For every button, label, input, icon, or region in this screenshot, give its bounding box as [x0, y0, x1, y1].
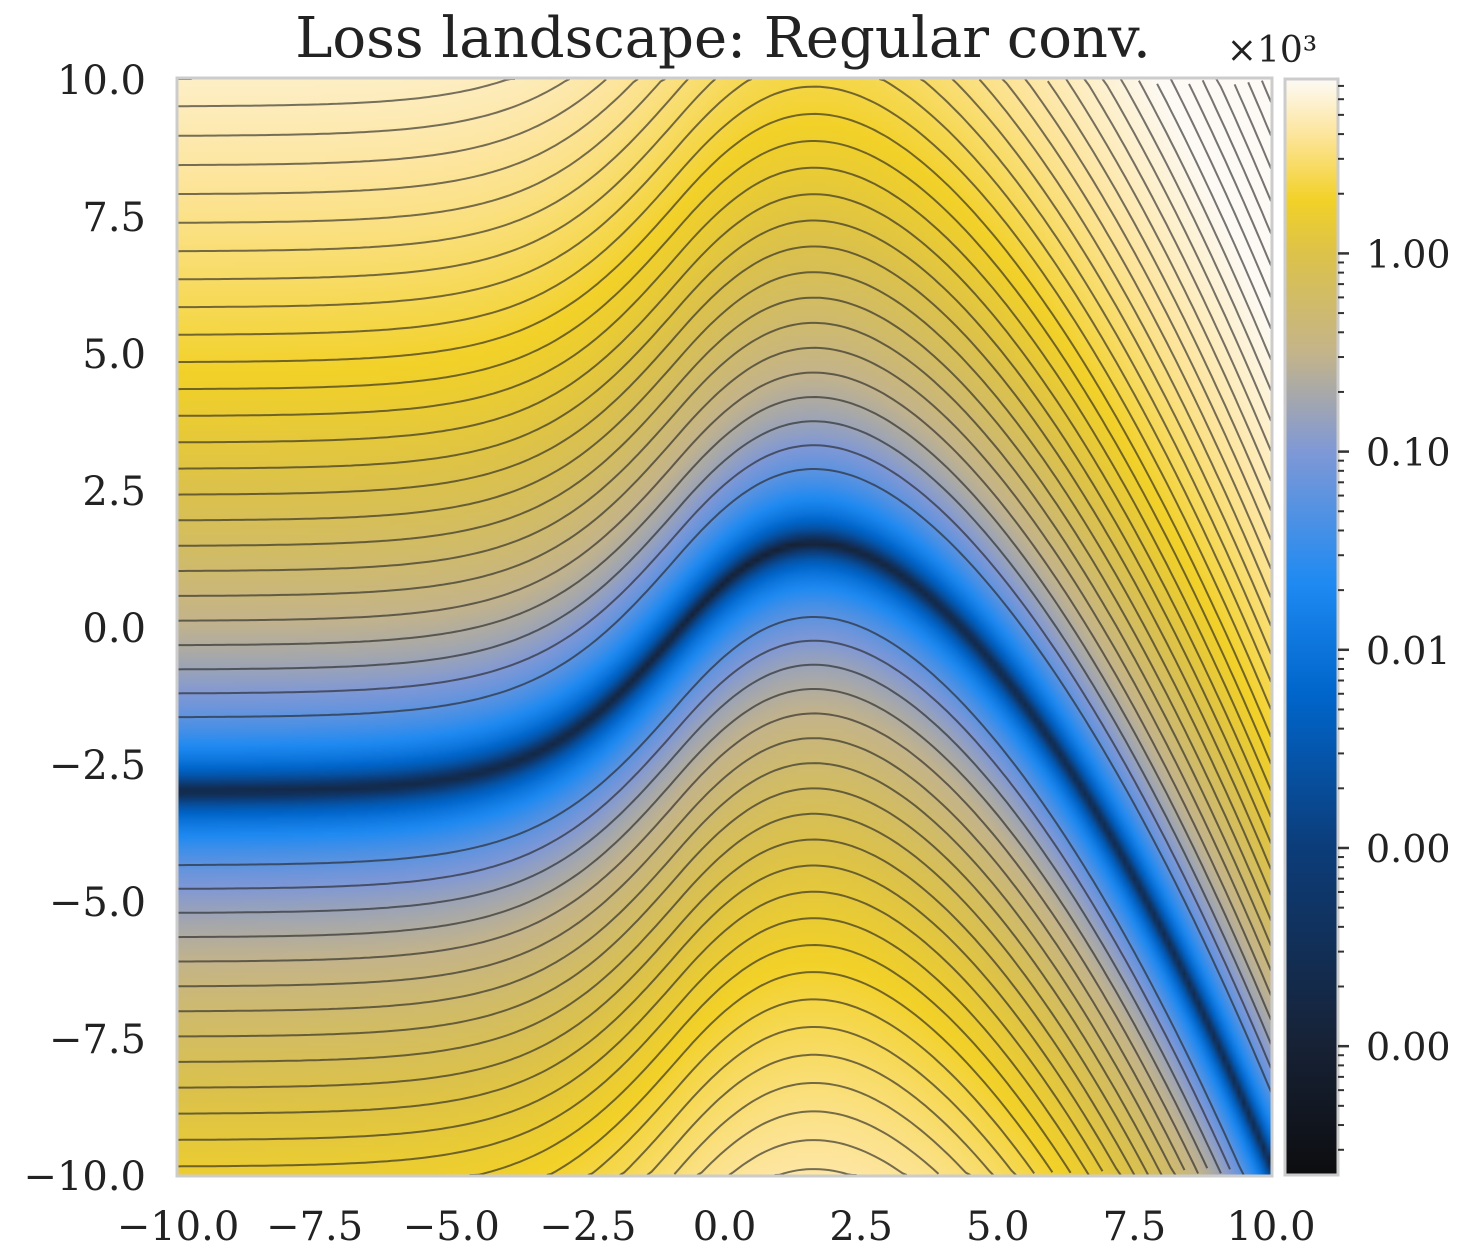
- contour-line: [177, 917, 1090, 1176]
- contour-line: [177, 78, 1272, 627]
- contour-line: [178, 166, 1272, 791]
- x-tick-label: 2.5: [829, 1204, 893, 1250]
- y-tick-label: −5.0: [49, 880, 146, 926]
- y-tick-label: −7.5: [49, 1017, 146, 1063]
- contour-line: [1201, 79, 1272, 234]
- y-tick-label: −2.5: [49, 743, 146, 789]
- contour-line: [178, 78, 1272, 683]
- colorbar-multiplier: ×10³: [1227, 30, 1317, 71]
- colorbar: [1283, 77, 1340, 1177]
- contour-line: [178, 85, 1272, 710]
- contour-line: [587, 998, 1036, 1176]
- contour-line: [178, 271, 1272, 896]
- contour-line: [178, 468, 1272, 1093]
- contour-line: [1138, 80, 1272, 360]
- contour-line: [178, 812, 1149, 1176]
- contour-line: [178, 78, 1272, 570]
- x-tick-label: 5.0: [966, 1204, 1030, 1250]
- x-tick-label: −7.5: [266, 1204, 363, 1250]
- contour-line: [1233, 83, 1272, 169]
- x-tick-label: 7.5: [1103, 1204, 1167, 1250]
- contour-line: [546, 971, 1054, 1176]
- contour-line: [178, 616, 1245, 1176]
- contour-line: [178, 193, 1272, 818]
- contour-line: [178, 787, 1163, 1176]
- contour-line: [177, 444, 1272, 1069]
- x-tick-label: −2.5: [539, 1204, 636, 1250]
- x-tick-label: 10.0: [1226, 1204, 1315, 1250]
- contour-line: [1215, 78, 1272, 202]
- contour-line: [1260, 80, 1272, 103]
- contour-line: [177, 737, 1186, 1171]
- contour-line: [673, 1082, 971, 1176]
- y-tick-label: 2.5: [82, 469, 146, 515]
- plot-frame: [175, 76, 1274, 1178]
- contour-line: [178, 663, 1222, 1174]
- contour-line: [177, 296, 1272, 921]
- contour-line: [178, 219, 1272, 844]
- contour-line: [774, 1168, 857, 1176]
- contour-line: [178, 838, 1136, 1176]
- contour-line: [696, 1110, 940, 1176]
- contour-line: [619, 1026, 1017, 1176]
- contour-line: [177, 140, 1272, 765]
- colorbar-ticks: 1.00 0.10 0.01 0.00 0.00: [1338, 84, 1451, 1151]
- contour-line: [178, 395, 1272, 1021]
- contour-line: [178, 78, 1272, 598]
- colorbar-tick-label: 0.00: [1366, 1025, 1451, 1069]
- contour-line: [177, 245, 1272, 870]
- contour-line: [178, 864, 1122, 1176]
- contour-line: [177, 688, 1209, 1169]
- colorbar-tick-label: 0.00: [1366, 827, 1451, 871]
- contour-line: [178, 112, 1272, 738]
- x-axis-ticks: −10.0 −7.5 −5.0 −2.5 0.0 2.5 5.0 7.5 10.0: [117, 1204, 1316, 1250]
- contour-line: [178, 78, 1272, 511]
- contour-line: [1119, 78, 1272, 391]
- contour-line: [469, 943, 1072, 1176]
- contour-line: [646, 1053, 994, 1176]
- contour-line: [178, 321, 1272, 947]
- contour-line: [728, 1139, 908, 1176]
- contour-line: [1101, 78, 1272, 422]
- x-tick-label: −10.0: [117, 1204, 240, 1250]
- contour-line: [1169, 78, 1272, 298]
- contour-line: [1156, 83, 1272, 329]
- contour-line: [177, 371, 1272, 996]
- contour-line: [1247, 81, 1272, 136]
- x-tick-label: 0.0: [693, 1204, 757, 1250]
- x-tick-label: −5.0: [403, 1204, 500, 1250]
- contour-line: [178, 78, 1272, 482]
- y-tick-label: 5.0: [82, 332, 146, 378]
- contour-line: [177, 78, 1272, 541]
- y-tick-label: 0.0: [82, 606, 146, 652]
- contour-lines: [177, 78, 1272, 1176]
- y-tick-label: 10.0: [57, 58, 146, 104]
- contour-line: [177, 890, 1104, 1172]
- contour-line: [178, 346, 1272, 971]
- contour-line: [177, 420, 1272, 1045]
- contour-line: [178, 639, 1231, 1170]
- y-axis-ticks: 10.0 7.5 5.0 2.5 0.0 −2.5 −5.0 −7.5 −10.0: [23, 58, 146, 1200]
- contour-line: [178, 762, 1177, 1176]
- y-tick-label: −10.0: [23, 1154, 146, 1200]
- colorbar-tick-label: 0.01: [1366, 629, 1451, 673]
- contour-line: [178, 712, 1200, 1174]
- chart-title: Loss landscape: Regular conv.: [295, 6, 1151, 71]
- contour-line: [1188, 83, 1272, 266]
- colorbar-tick-label: 0.10: [1366, 431, 1451, 475]
- colorbar-tick-label: 1.00: [1366, 232, 1451, 276]
- contour-line: [178, 78, 1272, 655]
- y-tick-label: 7.5: [82, 195, 146, 241]
